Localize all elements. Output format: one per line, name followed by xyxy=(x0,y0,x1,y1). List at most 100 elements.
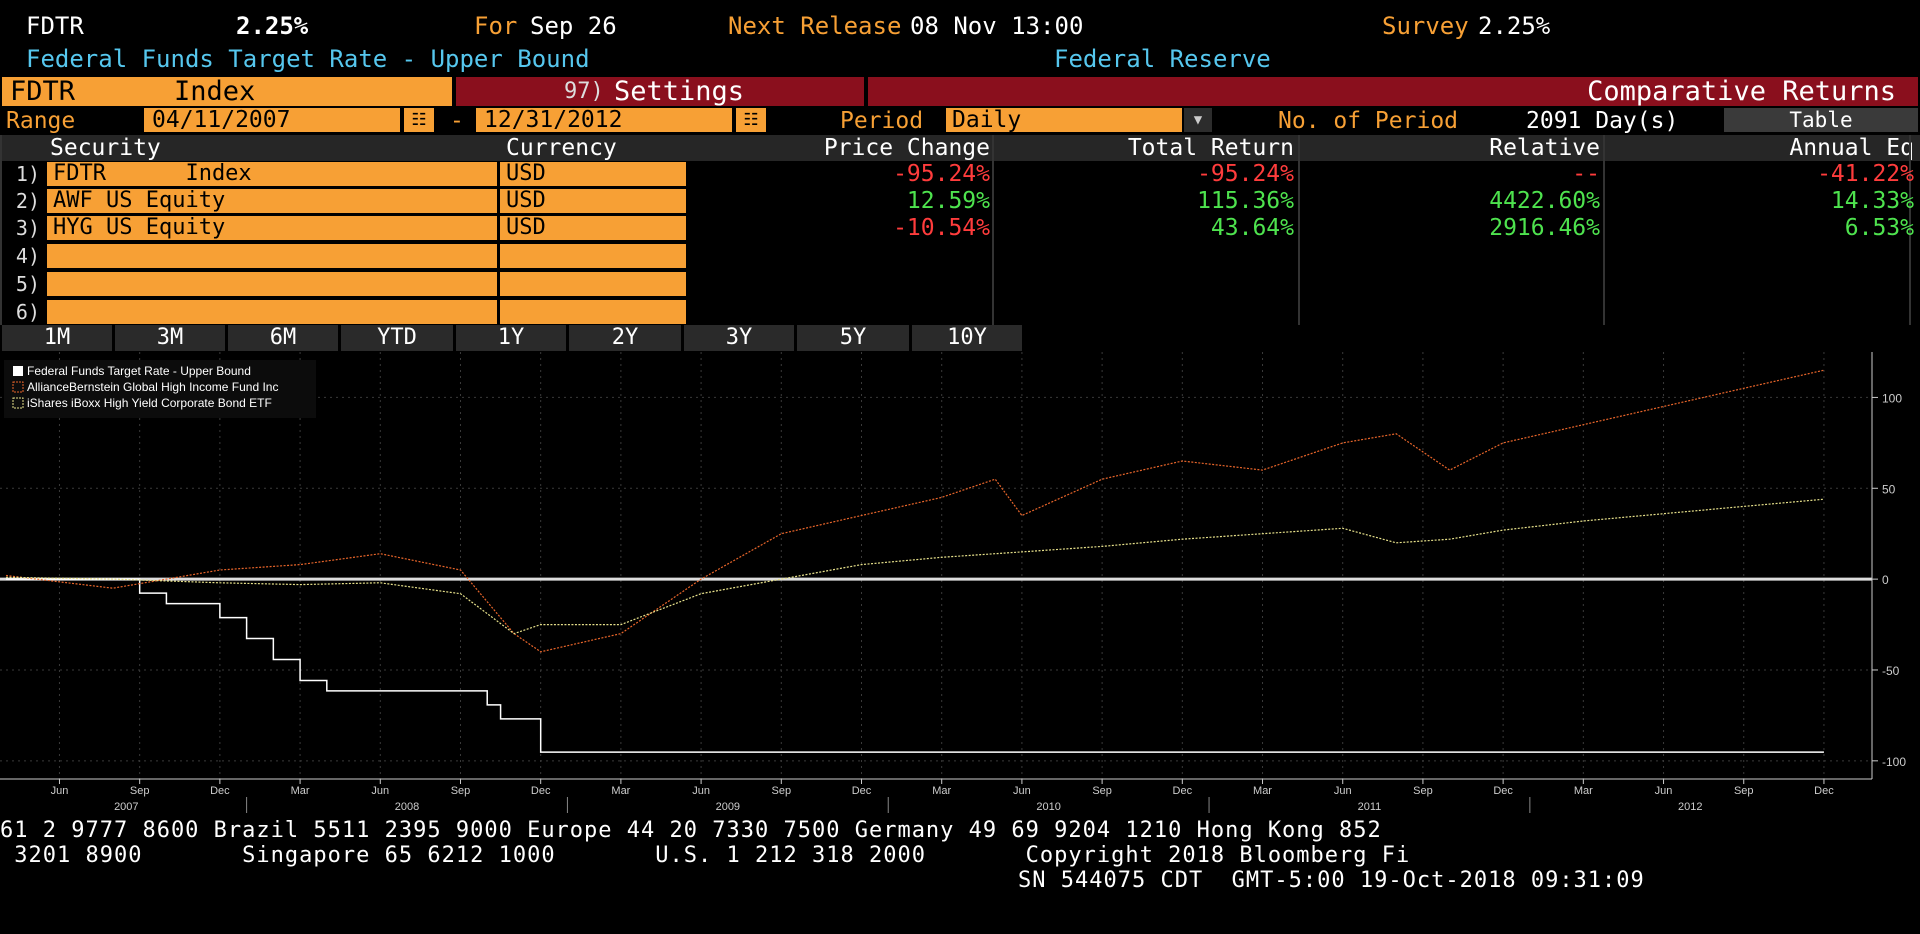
settings-button[interactable]: 97) Settings xyxy=(456,77,864,106)
chart-legend: Federal Funds Target Rate - Upper Bound … xyxy=(4,360,316,418)
period-button-1y[interactable]: 1Y xyxy=(456,325,566,351)
footer-contacts-line1: 61 2 9777 8600 Brazil 5511 2395 9000 Eur… xyxy=(0,818,1382,843)
range-start-input[interactable]: 04/11/2007 xyxy=(144,108,400,132)
period-label: Period xyxy=(840,108,924,134)
calendar-icon[interactable]: ☷ xyxy=(404,108,434,132)
row-currency[interactable] xyxy=(500,272,686,296)
col-relative: Relative xyxy=(1489,135,1600,161)
security-field[interactable]: FDTR Index xyxy=(2,77,452,106)
row-currency[interactable]: USD xyxy=(500,162,686,186)
next-release-label: Next Release xyxy=(728,12,902,40)
legend-label-awf: AllianceBernstein Global High Income Fun… xyxy=(27,380,278,394)
chevron-down-icon[interactable]: ▼ xyxy=(1184,108,1212,132)
column-divider xyxy=(0,135,2,325)
table-button[interactable]: Table xyxy=(1724,108,1918,132)
x-tick-label: Sep xyxy=(1734,785,1754,797)
y-tick-label: 0 xyxy=(1882,573,1889,587)
security-type: Index xyxy=(174,76,256,107)
period-button-3y[interactable]: 3Y xyxy=(684,325,794,351)
survey-label: Survey xyxy=(1382,12,1469,40)
row-number: 1) xyxy=(15,162,40,186)
period-button-ytd[interactable]: YTD xyxy=(341,325,453,351)
x-tick-label: Sep xyxy=(1092,785,1112,797)
y-tick-label: 50 xyxy=(1882,482,1896,496)
period-button-5y[interactable]: 5Y xyxy=(797,325,909,351)
x-tick-label: Jun xyxy=(692,785,710,797)
row-currency[interactable] xyxy=(500,244,686,268)
x-tick-label: Dec xyxy=(531,785,551,797)
x-year-label: 2007 xyxy=(114,801,138,813)
x-tick-label: Dec xyxy=(210,785,230,797)
series-line-fdtr xyxy=(6,578,1824,753)
x-year-label: 2012 xyxy=(1678,801,1702,813)
row-security[interactable] xyxy=(47,244,497,268)
row-number: 2) xyxy=(15,189,40,213)
row-currency[interactable]: USD xyxy=(500,189,686,213)
range-end-input[interactable]: 12/31/2012 xyxy=(476,108,732,132)
row-currency[interactable] xyxy=(500,300,686,324)
row-annual: 6.53% xyxy=(1844,215,1914,241)
legend-label-hyg: iShares iBoxx High Yield Corporate Bond … xyxy=(27,396,272,410)
calendar-icon[interactable]: ☷ xyxy=(736,108,766,132)
x-tick-label: Mar xyxy=(1574,785,1593,797)
for-label: For xyxy=(474,12,518,40)
security-source: Federal Reserve xyxy=(1054,45,1271,73)
row-security[interactable] xyxy=(47,272,497,296)
col-price-change: Price Change xyxy=(823,135,990,161)
x-tick-label: Dec xyxy=(1814,785,1834,797)
x-tick-label: Dec xyxy=(1173,785,1193,797)
x-tick-label: Dec xyxy=(852,785,872,797)
period-select[interactable]: Daily xyxy=(946,108,1182,132)
row-security[interactable]: AWF US Equity xyxy=(47,189,497,213)
row-relative: -- xyxy=(1572,161,1600,187)
column-divider xyxy=(1603,135,1605,325)
x-tick-label: Mar xyxy=(932,785,951,797)
row-security[interactable] xyxy=(47,300,497,324)
next-release-value: 08 Nov 13:00 xyxy=(910,12,1084,40)
ticker-label: FDTR xyxy=(26,12,84,40)
x-tick-label: Mar xyxy=(1253,785,1272,797)
x-year-label: 2010 xyxy=(1036,801,1060,813)
row-price-change: -10.54% xyxy=(893,215,990,241)
num-period-label: No. of Period xyxy=(1278,108,1459,134)
row-total-return: 43.64% xyxy=(1210,215,1294,241)
y-tick-label: -50 xyxy=(1882,664,1900,678)
range-separator: - xyxy=(450,108,464,134)
row-relative: 2916.46% xyxy=(1489,215,1600,241)
range-label: Range xyxy=(6,108,76,134)
function-title-bar: Comparative Returns xyxy=(868,77,1918,106)
num-period-value: 2091 Day(s) xyxy=(1526,108,1679,134)
row-price-change: -95.24% xyxy=(893,161,990,187)
security-description: Federal Funds Target Rate - Upper Bound xyxy=(26,45,590,73)
row-security[interactable]: HYG US Equity xyxy=(47,216,497,240)
comparative-returns-chart[interactable]: 100 50 0 -50 -100 Jun Sep Dec Mar Jun Sep Dec Mar Jun… xyxy=(0,352,1920,817)
row-number: 5) xyxy=(15,272,40,296)
period-button-3m[interactable]: 3M xyxy=(115,325,225,351)
footer-session-info: SN 544075 CDT GMT-5:00 19-Oct-2018 09:31… xyxy=(1018,868,1645,893)
row-currency[interactable]: USD xyxy=(500,216,686,240)
x-tick-label: Sep xyxy=(451,785,471,797)
period-button-6m[interactable]: 6M xyxy=(228,325,338,351)
current-value: 2.25% xyxy=(236,12,309,40)
period-button-1m[interactable]: 1M xyxy=(2,325,112,351)
column-divider xyxy=(1298,135,1300,325)
x-year-label: 2011 xyxy=(1358,801,1382,813)
column-divider xyxy=(992,135,994,325)
footer-contacts-line2: 3201 8900 Singapore 65 6212 1000 U.S. 1 … xyxy=(0,843,1411,868)
x-tick-label: Jun xyxy=(1013,785,1031,797)
for-date: Sep 26 xyxy=(530,12,617,40)
legend-label-fdtr: Federal Funds Target Rate - Upper Bound xyxy=(27,364,251,378)
row-annual: 14.33% xyxy=(1830,188,1914,214)
x-tick-label: Dec xyxy=(1493,785,1513,797)
column-divider xyxy=(1909,135,1911,325)
col-total-return: Total Return xyxy=(1127,135,1294,161)
settings-label: Settings xyxy=(614,76,745,107)
security-ticker: FDTR xyxy=(10,76,76,107)
period-button-10y[interactable]: 10Y xyxy=(912,325,1022,351)
y-tick-label: -100 xyxy=(1882,755,1906,769)
row-security[interactable]: FDTR Index xyxy=(47,162,497,186)
col-currency: Currency xyxy=(506,135,617,161)
x-tick-label: Sep xyxy=(772,785,792,797)
period-button-2y[interactable]: 2Y xyxy=(569,325,681,351)
row-annual: -41.22% xyxy=(1817,161,1914,187)
